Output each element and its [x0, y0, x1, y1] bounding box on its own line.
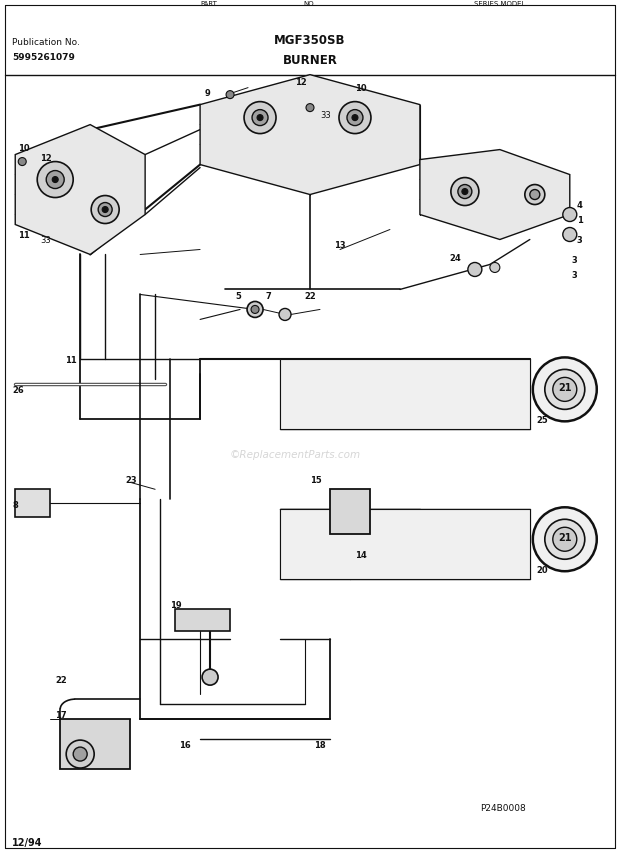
Text: 4: 4: [577, 200, 583, 210]
Text: PART: PART: [200, 1, 217, 7]
Text: 22: 22: [304, 292, 316, 300]
Text: 5: 5: [235, 292, 241, 300]
Circle shape: [533, 358, 597, 422]
Text: 14: 14: [355, 550, 366, 559]
Circle shape: [553, 528, 577, 552]
Polygon shape: [16, 125, 145, 255]
Text: 22: 22: [55, 675, 67, 684]
Circle shape: [251, 306, 259, 314]
Circle shape: [490, 264, 500, 273]
Text: 12: 12: [295, 78, 307, 87]
Text: NO.: NO.: [304, 1, 316, 7]
Circle shape: [244, 102, 276, 135]
Circle shape: [451, 178, 479, 206]
Text: 1: 1: [577, 216, 583, 224]
Text: 18: 18: [314, 740, 326, 749]
Polygon shape: [280, 360, 530, 430]
Text: 11: 11: [18, 230, 30, 240]
Text: 11: 11: [65, 356, 77, 364]
Circle shape: [37, 162, 73, 198]
Text: 21: 21: [558, 532, 572, 543]
Text: 24: 24: [449, 253, 461, 263]
Circle shape: [347, 111, 363, 126]
Circle shape: [530, 190, 540, 200]
Text: 3: 3: [577, 235, 583, 245]
Circle shape: [98, 203, 112, 218]
Text: 15: 15: [310, 475, 322, 485]
Text: 19: 19: [170, 600, 182, 609]
Text: BURNER: BURNER: [283, 54, 337, 67]
Circle shape: [458, 185, 472, 200]
Text: ©ReplacementParts.com: ©ReplacementParts.com: [229, 450, 361, 460]
Text: 10: 10: [18, 144, 30, 153]
Circle shape: [73, 747, 87, 761]
Circle shape: [279, 309, 291, 321]
Circle shape: [66, 740, 94, 769]
Circle shape: [468, 264, 482, 277]
Polygon shape: [200, 76, 420, 195]
Circle shape: [306, 104, 314, 113]
Circle shape: [257, 115, 263, 121]
Text: SERIES MODEL: SERIES MODEL: [474, 1, 526, 7]
Circle shape: [202, 670, 218, 685]
Text: 21: 21: [558, 383, 572, 393]
Text: 3: 3: [572, 270, 578, 280]
Bar: [60, 719, 130, 769]
Polygon shape: [280, 510, 530, 579]
Circle shape: [525, 185, 545, 206]
Text: 5995261079: 5995261079: [12, 53, 75, 62]
Circle shape: [46, 171, 64, 189]
Text: MGF350SB: MGF350SB: [274, 34, 346, 47]
Text: 8: 8: [12, 500, 18, 509]
Text: 33: 33: [320, 111, 330, 120]
Circle shape: [563, 229, 577, 242]
Bar: [175, 610, 230, 631]
Circle shape: [252, 111, 268, 126]
Text: 17: 17: [55, 710, 67, 719]
Bar: [330, 490, 370, 535]
Circle shape: [533, 508, 597, 572]
Circle shape: [52, 177, 58, 183]
Text: 33: 33: [40, 235, 51, 245]
Text: P24B0008: P24B0008: [480, 803, 526, 811]
Bar: [16, 490, 50, 518]
Text: 12/94: 12/94: [12, 837, 43, 847]
Text: 23: 23: [125, 475, 137, 485]
Text: 10: 10: [355, 84, 366, 93]
Text: Publication No.: Publication No.: [12, 38, 80, 47]
Circle shape: [352, 115, 358, 121]
Text: 9: 9: [205, 89, 211, 98]
Text: 25: 25: [537, 415, 549, 424]
Circle shape: [247, 302, 263, 318]
Circle shape: [563, 208, 577, 223]
Circle shape: [545, 370, 585, 410]
Text: 3: 3: [572, 256, 578, 264]
Circle shape: [339, 102, 371, 135]
Circle shape: [18, 159, 26, 166]
Circle shape: [91, 196, 119, 224]
Circle shape: [102, 207, 108, 213]
Text: 12: 12: [40, 154, 52, 163]
Text: 26: 26: [12, 386, 24, 394]
Circle shape: [553, 378, 577, 402]
Circle shape: [545, 519, 585, 560]
Polygon shape: [420, 150, 570, 241]
Circle shape: [462, 189, 468, 195]
Text: 16: 16: [179, 740, 191, 749]
Text: 13: 13: [334, 241, 346, 250]
Text: 7: 7: [265, 292, 271, 300]
Text: 20: 20: [537, 565, 549, 574]
Circle shape: [226, 91, 234, 100]
